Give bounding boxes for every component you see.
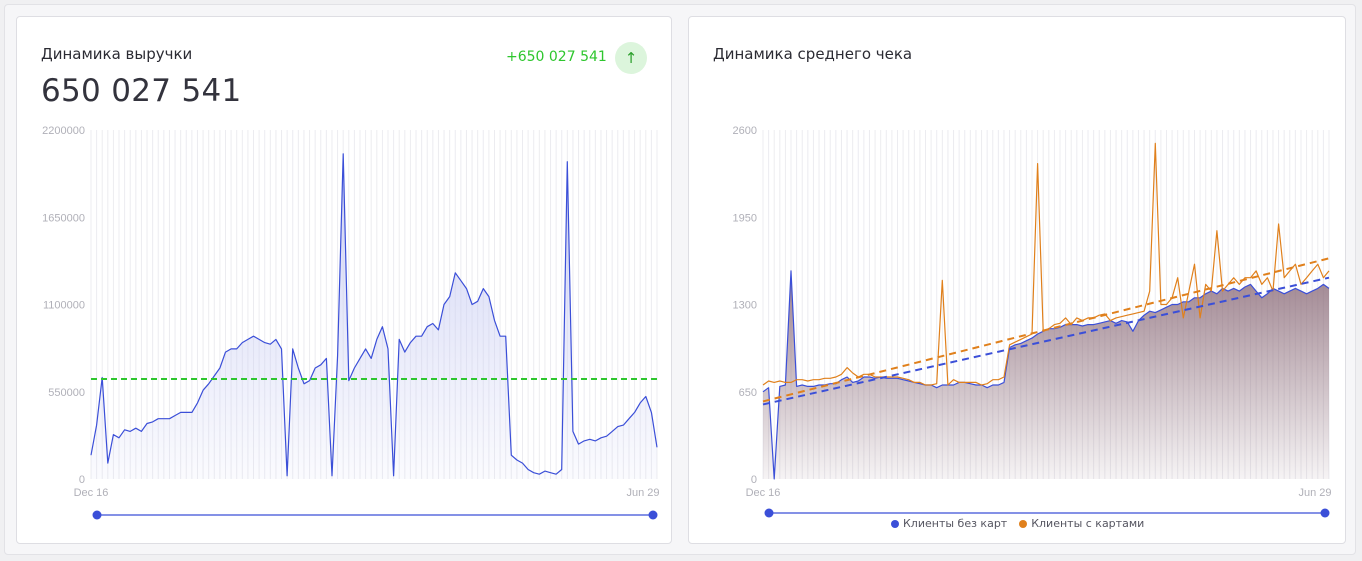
- y-tick-label: 0: [751, 474, 757, 486]
- x-tick-label-end: Jun 29: [626, 487, 659, 499]
- range-slider-handle-start[interactable]: [92, 510, 102, 520]
- legend-dot-cards: [1019, 519, 1028, 528]
- trend-line-0: [762, 276, 1330, 406]
- trend-line-1: [762, 257, 1330, 403]
- series-area: [91, 153, 657, 480]
- avg-check-legend: Клиенты без карт Клиенты с картами: [891, 517, 1144, 530]
- x-tick-label-start: Dec 16: [74, 487, 109, 499]
- y-tick-label: 1650000: [42, 212, 85, 224]
- x-tick-label-start: Dec 16: [746, 487, 781, 499]
- legend-item-cards[interactable]: Клиенты с картами: [1019, 517, 1144, 530]
- y-tick-label: 0: [79, 474, 85, 486]
- avg-check-title: Динамика среднего чека: [713, 45, 913, 63]
- range-slider-handle-end[interactable]: [1320, 508, 1330, 518]
- y-tick-label: 2200000: [42, 125, 85, 137]
- y-tick-label: 1950: [733, 212, 757, 224]
- avg-check-card: Динамика среднего чека 2600 1950 1300 650 0 D…: [688, 16, 1346, 544]
- revenue-total: 650 027 541: [41, 73, 242, 109]
- y-tick-label: 2600: [733, 125, 757, 137]
- x-tick-label-end: Jun 29: [1298, 487, 1331, 499]
- y-tick-label: 550000: [48, 387, 85, 399]
- series-area: [763, 270, 1329, 479]
- legend-dot-no-cards: [891, 519, 899, 528]
- legend-label-cards: Клиенты с картами: [1031, 517, 1145, 530]
- revenue-delta: +650 027 541: [506, 49, 607, 65]
- range-slider-handle-start[interactable]: [764, 508, 774, 518]
- revenue-title: Динамика выручки: [41, 45, 193, 63]
- y-tick-label: 1300: [733, 300, 757, 312]
- series-line-0: [90, 153, 658, 477]
- y-tick-label: 1100000: [43, 300, 85, 312]
- y-tick-label: 650: [739, 387, 757, 399]
- legend-item-no-cards[interactable]: Клиенты без карт: [891, 517, 1007, 530]
- range-slider-handle-end[interactable]: [648, 510, 658, 520]
- legend-label-no-cards: Клиенты без карт: [903, 517, 1008, 530]
- arrow-up-icon: ↑: [615, 42, 647, 74]
- revenue-card: Динамика выручки 650 027 541 +650 027 54…: [16, 16, 672, 544]
